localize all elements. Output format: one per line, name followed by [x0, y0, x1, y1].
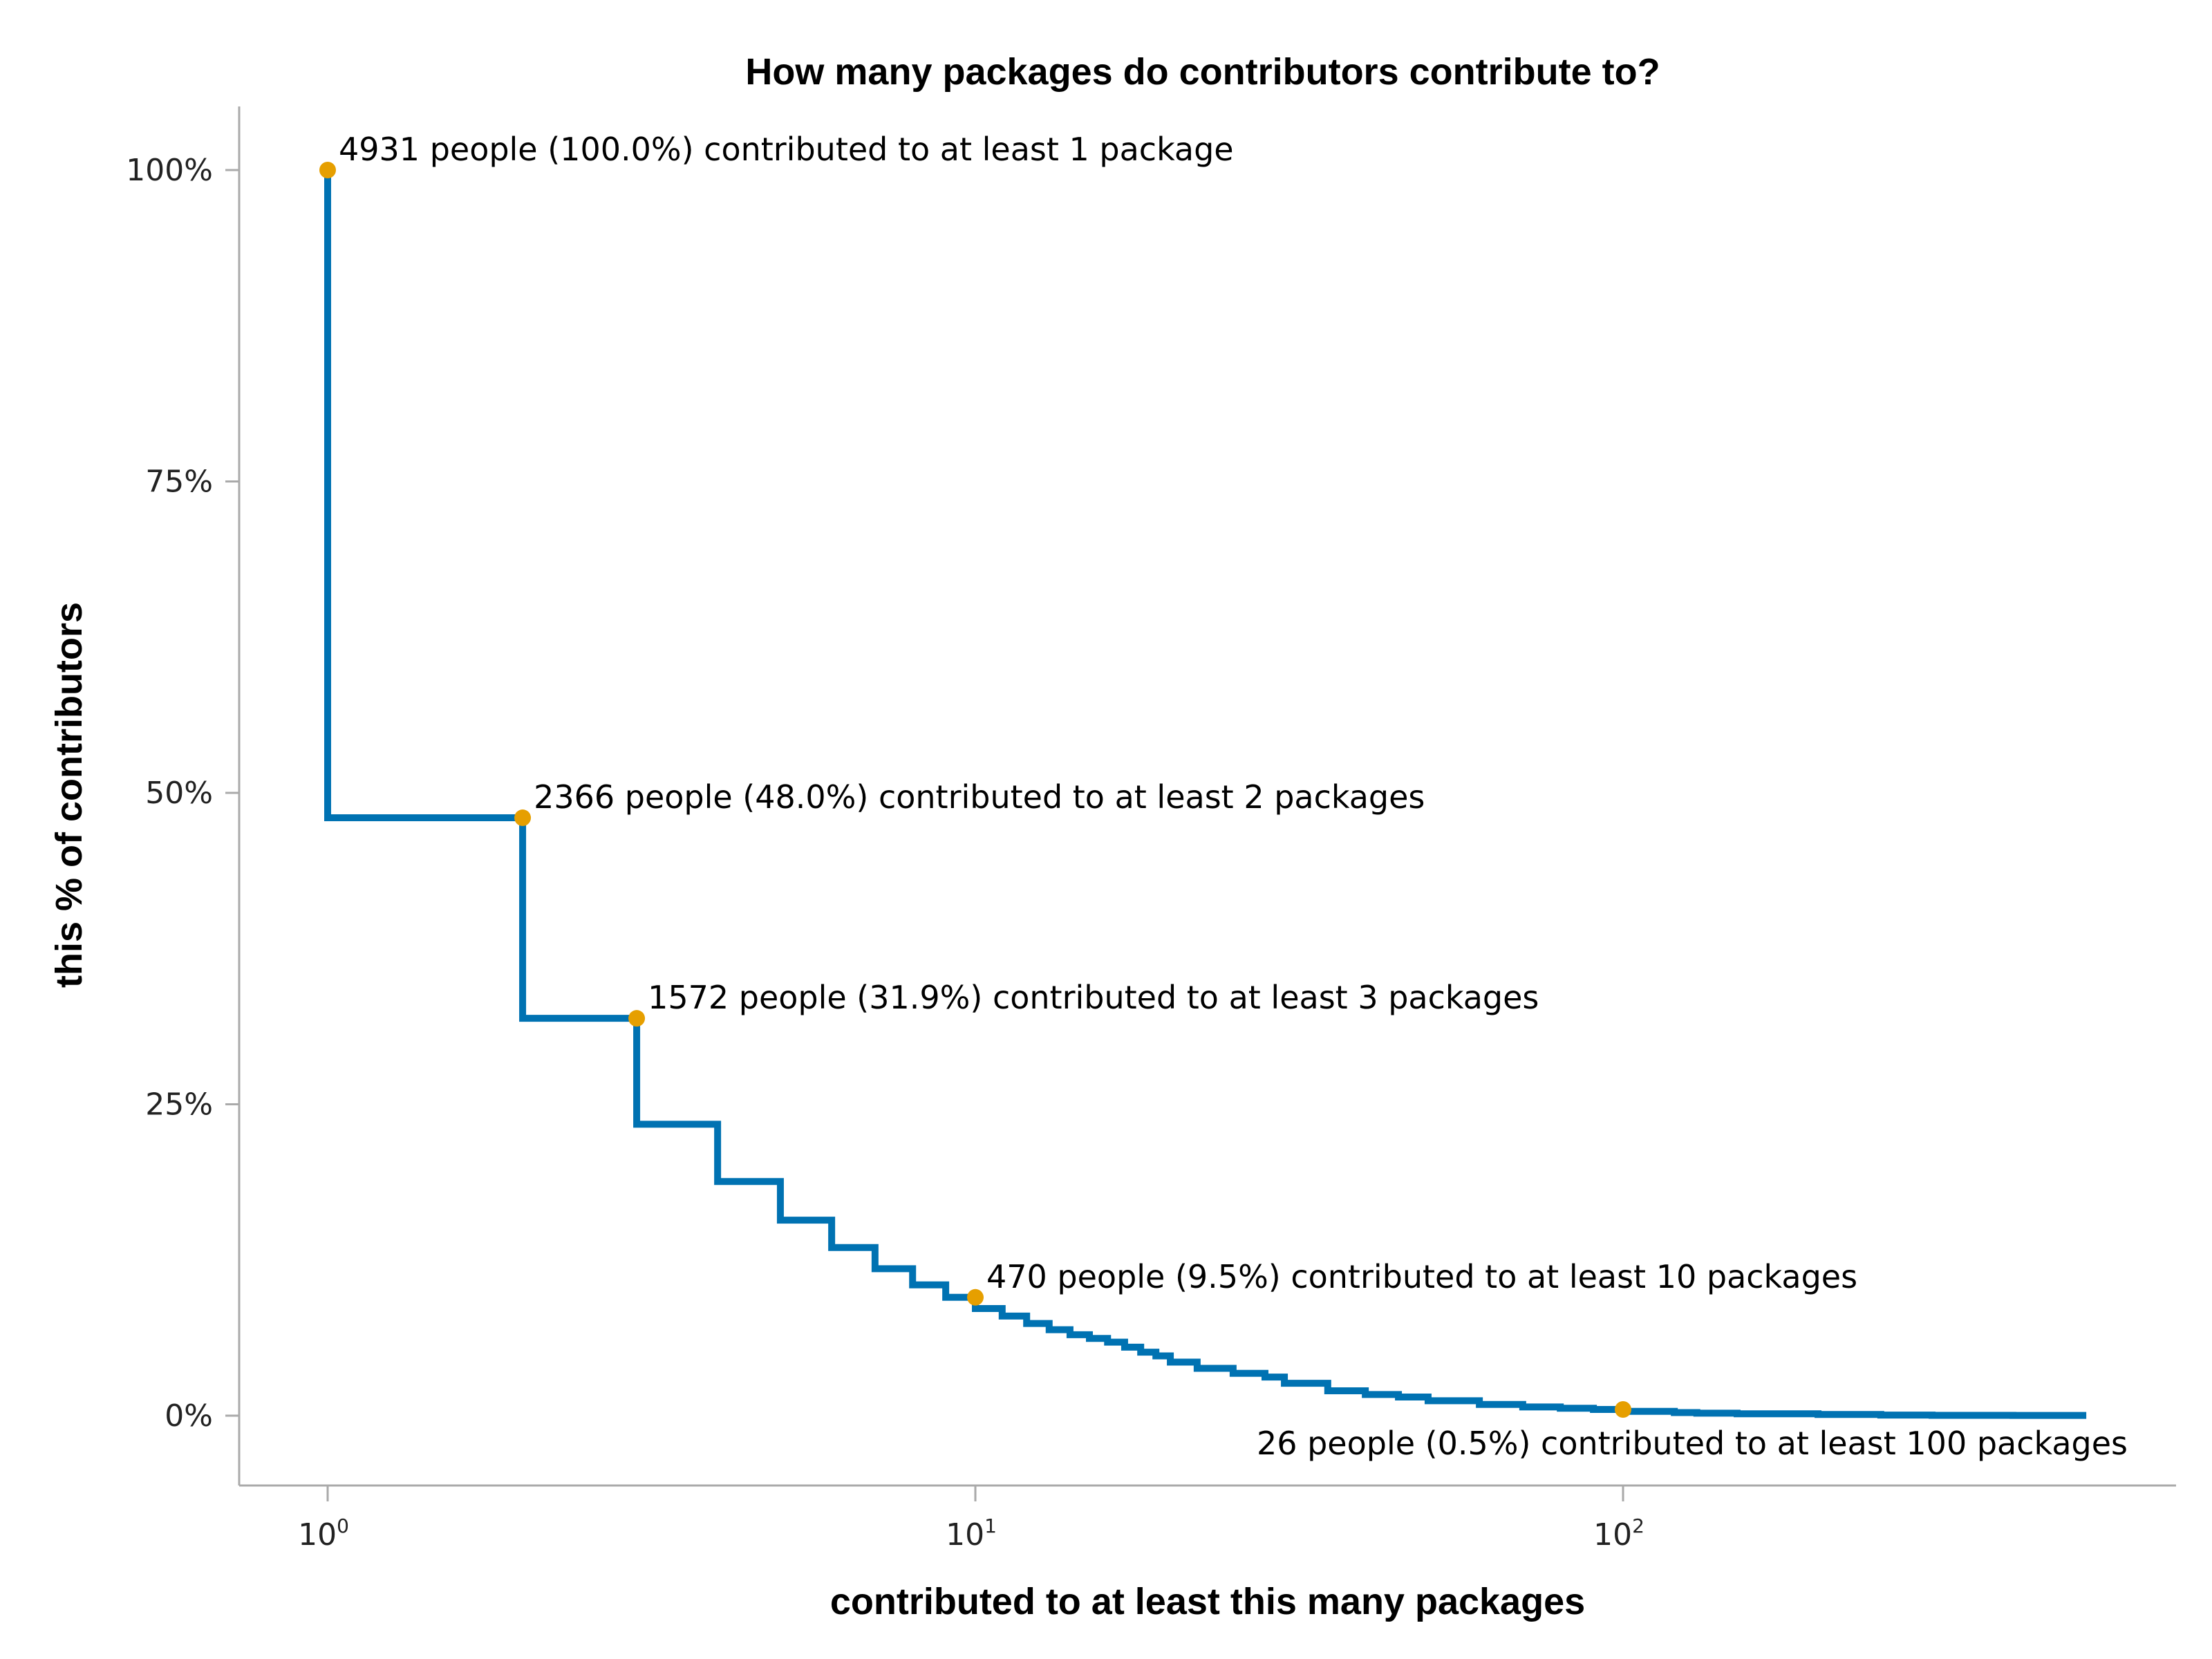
annotation-label: 1572 people (31.9%) contributed to at le… — [648, 979, 1539, 1016]
y-tick-label: 100% — [126, 153, 213, 188]
annotation-label: 2366 people (48.0%) contributed to at le… — [534, 778, 1425, 816]
x-tick-label: 100 — [298, 1515, 349, 1553]
annotation-label: 26 people (0.5%) contributed to at least… — [1257, 1425, 2128, 1462]
annotation-label: 4931 people (100.0%) contributed to at l… — [339, 131, 1234, 168]
x-tick-label: 102 — [1593, 1515, 1644, 1553]
annotation-marker — [514, 809, 532, 827]
y-tick-label: 25% — [145, 1087, 213, 1123]
x-tick-label: 101 — [946, 1515, 997, 1553]
y-tick-label: 0% — [165, 1398, 213, 1434]
y-axis-label: this % of contributors — [48, 602, 90, 988]
y-tick-label: 50% — [145, 776, 213, 811]
annotation-marker — [319, 162, 336, 178]
y-tick-label: 75% — [145, 465, 213, 500]
annotation-marker — [628, 1010, 646, 1027]
x-tick-base: 10 — [946, 1517, 984, 1553]
annotation-marker — [967, 1288, 984, 1306]
annotation-marker — [1615, 1400, 1631, 1418]
series-line — [324, 170, 2087, 1419]
annotation-label: 470 people (9.5%) contributed to at leas… — [986, 1258, 1857, 1295]
x-tick-base: 10 — [1593, 1517, 1632, 1553]
x-tick-exponent: 2 — [1632, 1515, 1644, 1537]
x-tick-exponent: 0 — [337, 1515, 349, 1537]
x-axis-label: contributed to at least this many packag… — [830, 1581, 1585, 1622]
x-tick-exponent: 1 — [984, 1515, 997, 1537]
x-tick-base: 10 — [298, 1517, 337, 1553]
chart-title: How many packages do contributors contri… — [745, 51, 1660, 93]
